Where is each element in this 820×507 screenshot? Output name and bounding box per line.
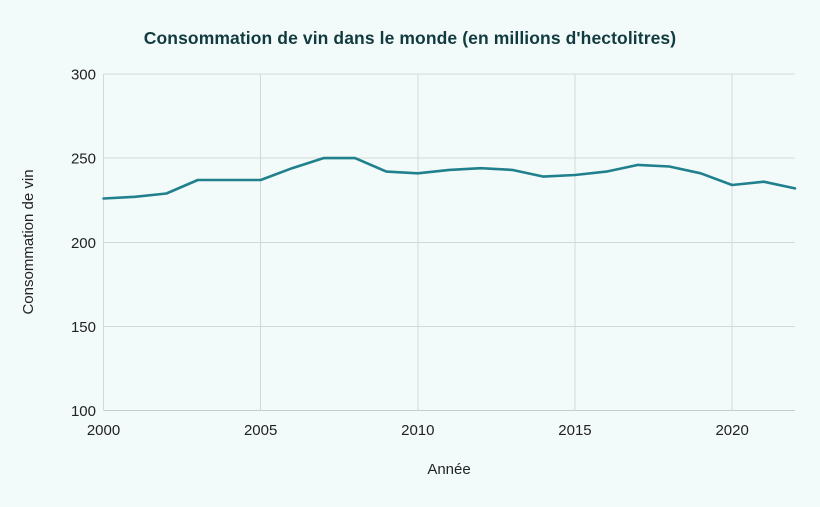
y-axis-title: Consommation de vin bbox=[20, 169, 37, 314]
x-tick-label-2005: 2005 bbox=[244, 422, 277, 439]
y-tick-label-250: 250 bbox=[71, 151, 96, 168]
wine-consumption-line bbox=[102, 156, 797, 200]
x-axis-title: Année bbox=[427, 461, 470, 478]
tick-labels: 100 150 200 250 300 2000 2005 2010 2015 2020 bbox=[71, 67, 749, 440]
gridlines bbox=[103, 73, 795, 411]
y-tick-label-200: 200 bbox=[71, 235, 96, 252]
data-series bbox=[102, 156, 797, 200]
x-tick-label-2010: 2010 bbox=[401, 422, 434, 439]
y-tick-label-100: 100 bbox=[71, 403, 96, 420]
chart-title: Consommation de vin dans le monde (en mi… bbox=[143, 28, 677, 48]
x-tick-label-2020: 2020 bbox=[715, 422, 748, 439]
y-tick-label-150: 150 bbox=[71, 319, 96, 336]
x-tick-label-2015: 2015 bbox=[558, 422, 591, 439]
x-tick-label-2000: 2000 bbox=[87, 422, 120, 439]
y-tick-label-300: 300 bbox=[71, 67, 96, 84]
